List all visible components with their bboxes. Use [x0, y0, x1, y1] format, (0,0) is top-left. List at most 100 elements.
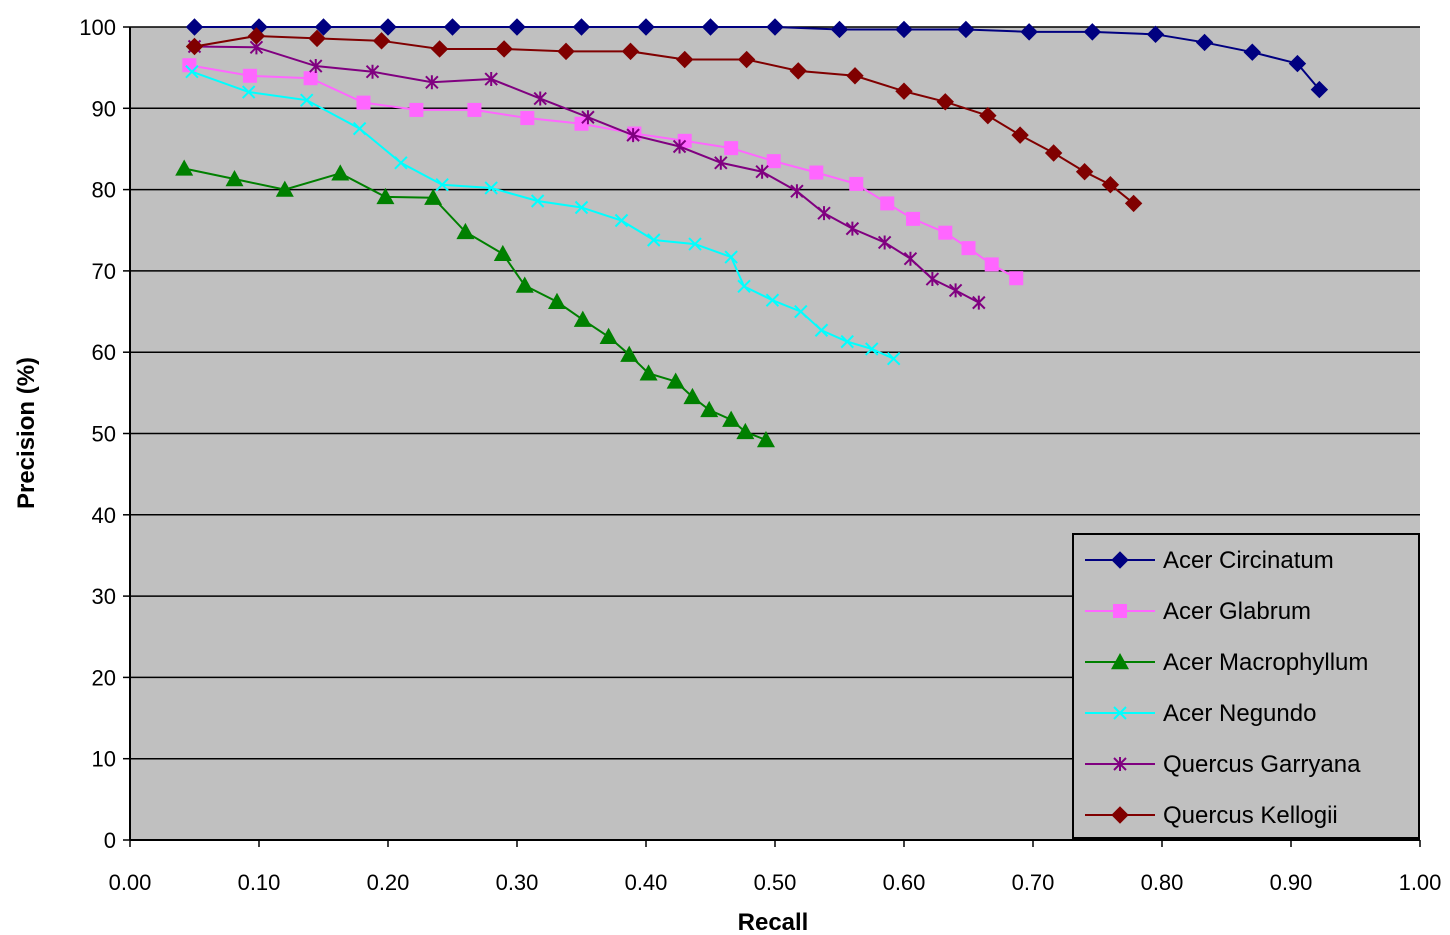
data-point [895, 20, 913, 39]
y-tick-label: 40 [92, 503, 116, 528]
data-point [484, 181, 498, 195]
data-point [766, 18, 784, 36]
data-point [675, 50, 694, 69]
data-point [756, 431, 775, 448]
data-point [309, 59, 323, 74]
data-point [766, 154, 781, 169]
x-tick-label: 0.80 [1141, 870, 1184, 895]
series-line [194, 26, 1321, 91]
data-point [185, 18, 204, 36]
data-point [331, 164, 350, 181]
data-point [533, 91, 547, 106]
data-point [957, 20, 975, 39]
y-tick-label: 100 [79, 15, 116, 40]
y-tick-label: 60 [92, 340, 116, 365]
data-point [830, 20, 849, 39]
data-point [275, 180, 294, 197]
y-tick-label: 80 [92, 178, 116, 203]
data-point [581, 110, 595, 125]
data-point [672, 139, 687, 154]
data-point [925, 272, 940, 287]
data-point [979, 106, 997, 125]
data-point [936, 93, 954, 111]
x-tick-label: 0.00 [109, 870, 152, 895]
legend-item: Quercus Kellogii [1085, 802, 1338, 829]
data-point [572, 18, 591, 36]
data-point [614, 213, 629, 228]
y-tick-label: 10 [92, 747, 116, 772]
x-axis-title: Recall [738, 909, 809, 935]
legend-item: Acer Macrophyllum [1085, 649, 1368, 676]
data-point [530, 194, 545, 208]
data-point [1288, 54, 1307, 73]
data-point [737, 279, 751, 294]
data-point [906, 211, 921, 226]
data-point [1009, 271, 1024, 286]
series-acer-negundo [185, 65, 901, 366]
data-point [840, 334, 854, 349]
data-point [376, 187, 395, 205]
y-tick-label: 90 [92, 96, 116, 121]
series-line [194, 45, 980, 304]
legend-box [1072, 533, 1420, 839]
data-point [817, 206, 831, 221]
data-point [722, 410, 741, 427]
data-point [557, 42, 575, 61]
data-point [430, 40, 449, 58]
data-point [185, 65, 199, 79]
data-point [241, 85, 256, 99]
ticks-layer: 0 10 20 30 40 50 60 70 80 90 100 0.00 0.10 0.20 0.30 0.… [79, 15, 1441, 895]
data-point [984, 257, 999, 272]
data-point [736, 422, 755, 440]
x-tick-label: 0.50 [754, 870, 797, 895]
data-point [865, 342, 879, 356]
y-axis-title: Precision (%) [13, 357, 40, 509]
data-point [700, 400, 719, 418]
data-point [365, 64, 380, 79]
legend-item: Acer Negundo [1085, 700, 1316, 727]
data-point [880, 196, 895, 211]
y-tick-label: 0 [104, 828, 116, 853]
data-point [849, 176, 864, 191]
data-point [1075, 163, 1094, 181]
data-point [247, 27, 266, 45]
data-point [425, 75, 439, 90]
data-point [508, 18, 526, 36]
data-point [1011, 126, 1029, 144]
data-point [1124, 194, 1143, 213]
y-tick-label: 30 [92, 584, 116, 609]
data-point [961, 241, 976, 256]
data-point [845, 221, 860, 236]
data-point [1113, 706, 1127, 720]
x-tick-label: 0.30 [496, 870, 539, 895]
x-tick-label: 0.10 [238, 870, 281, 895]
data-point [242, 68, 257, 83]
data-point [814, 323, 829, 337]
data-point [1195, 33, 1214, 52]
legend: Acer Circinatum Acer Glabrum Acer Macrophy… [1072, 533, 1420, 839]
data-point [794, 304, 808, 319]
data-point [724, 250, 738, 264]
data-point [424, 188, 443, 205]
legend-label: Acer Negundo [1163, 700, 1316, 727]
series-layer [175, 18, 1329, 448]
y-tick-label: 70 [92, 259, 116, 284]
data-point [1111, 806, 1129, 824]
data-point [484, 72, 498, 87]
data-point [724, 141, 739, 156]
data-point [1243, 43, 1262, 61]
x-tick-label: 0.70 [1012, 870, 1055, 895]
legend-label: Quercus Kellogii [1163, 802, 1338, 829]
data-point [1111, 551, 1129, 569]
data-point [356, 95, 371, 110]
y-tick-label: 20 [92, 665, 116, 690]
data-point [701, 18, 720, 36]
data-point [877, 235, 892, 250]
data-point [790, 184, 804, 199]
data-point [225, 170, 244, 187]
data-point [467, 102, 482, 117]
legend-item: Acer Glabrum [1085, 598, 1311, 625]
data-point [903, 251, 918, 266]
data-point [765, 293, 780, 307]
